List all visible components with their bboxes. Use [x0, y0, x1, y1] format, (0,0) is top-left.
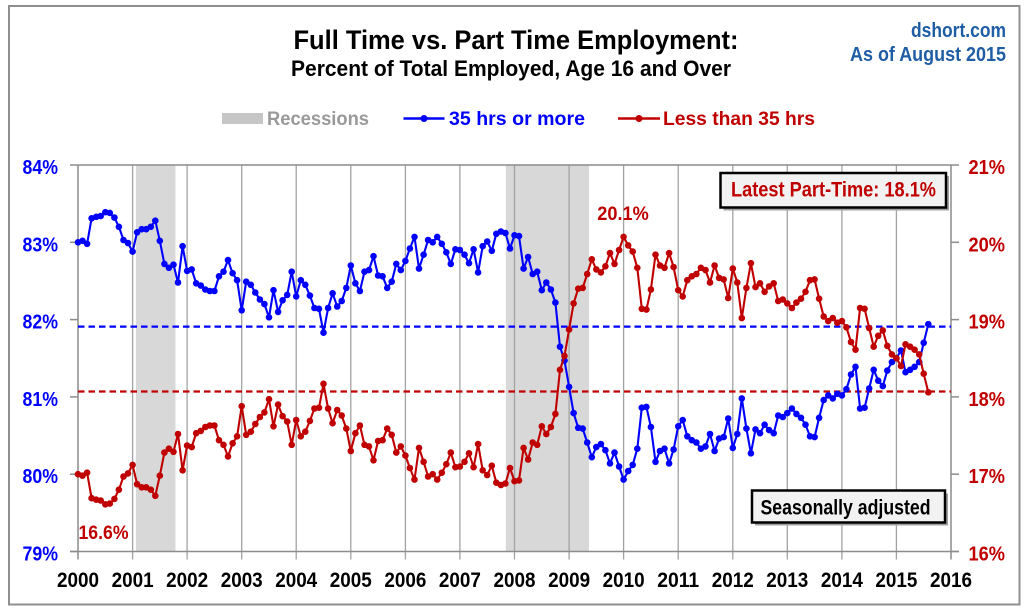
svg-text:2008: 2008: [494, 569, 536, 592]
svg-text:80%: 80%: [23, 466, 59, 488]
svg-text:2007: 2007: [439, 569, 481, 592]
svg-text:2016: 2016: [930, 569, 972, 592]
svg-text:2001: 2001: [112, 569, 154, 592]
svg-text:2003: 2003: [221, 569, 263, 592]
svg-text:Less than 35 hrs: Less than 35 hrs: [663, 109, 815, 130]
svg-text:83%: 83%: [23, 234, 59, 256]
svg-text:Recessions: Recessions: [267, 109, 369, 130]
svg-text:2002: 2002: [166, 569, 208, 592]
svg-text:84%: 84%: [23, 157, 59, 179]
svg-text:2000: 2000: [57, 569, 99, 592]
svg-text:2014: 2014: [821, 569, 863, 592]
svg-text:2012: 2012: [712, 569, 754, 592]
svg-text:2013: 2013: [766, 569, 808, 592]
svg-text:Latest Part-Time: 18.1%: Latest Part-Time: 18.1%: [731, 179, 936, 202]
svg-text:2015: 2015: [875, 569, 917, 592]
svg-text:Percent of Total Employed, Age: Percent of Total Employed, Age 16 and Ov…: [291, 56, 731, 81]
svg-text:2005: 2005: [330, 569, 372, 592]
svg-text:79%: 79%: [23, 544, 59, 566]
svg-text:16%: 16%: [969, 544, 1006, 566]
svg-text:20%: 20%: [969, 234, 1006, 256]
svg-text:As of August 2015: As of August 2015: [850, 44, 1006, 66]
svg-text:2010: 2010: [603, 569, 645, 592]
svg-text:17%: 17%: [969, 466, 1006, 488]
svg-text:dshort.com: dshort.com: [911, 20, 1006, 42]
svg-text:18%: 18%: [969, 389, 1006, 411]
svg-text:19%: 19%: [969, 312, 1006, 334]
svg-text:Seasonally adjusted: Seasonally adjusted: [761, 497, 931, 520]
svg-text:82%: 82%: [23, 312, 59, 334]
svg-text:2011: 2011: [657, 569, 699, 592]
svg-text:2006: 2006: [384, 569, 426, 592]
svg-text:81%: 81%: [23, 389, 59, 411]
svg-text:35 hrs or more: 35 hrs or more: [449, 109, 585, 130]
svg-text:16.6%: 16.6%: [79, 522, 129, 544]
svg-text:Full Time vs. Part Time Employ: Full Time vs. Part Time Employment:: [294, 25, 739, 55]
svg-text:20.1%: 20.1%: [597, 203, 649, 225]
svg-text:2009: 2009: [548, 569, 590, 592]
svg-text:2004: 2004: [275, 569, 317, 592]
svg-text:21%: 21%: [969, 157, 1006, 179]
